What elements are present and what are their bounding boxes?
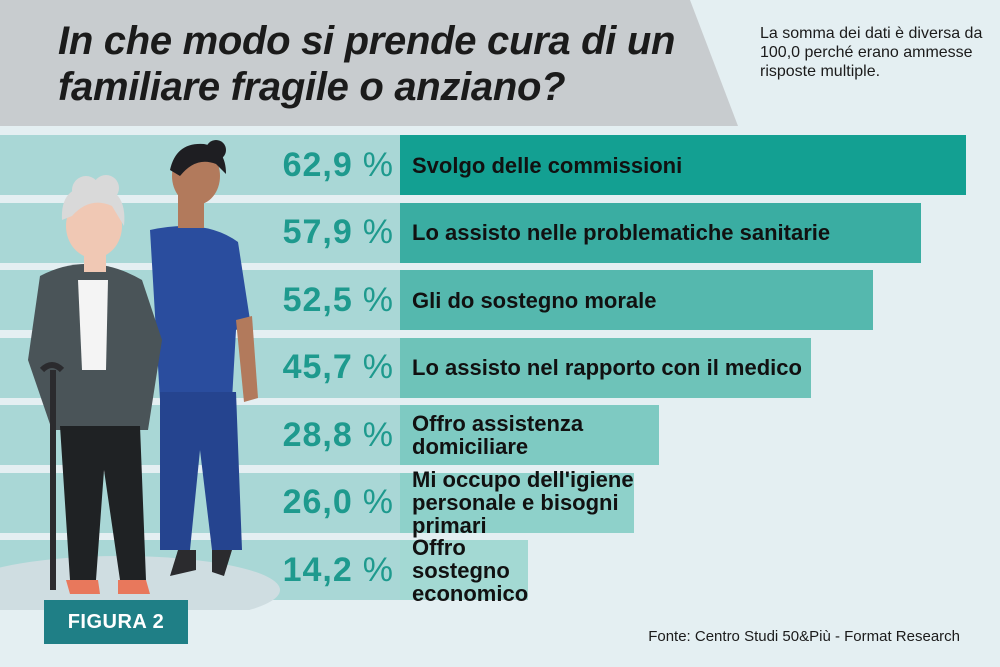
value-number: 14,2 bbox=[282, 550, 353, 589]
value-number: 57,9 bbox=[282, 213, 353, 251]
value-number: 52,5 bbox=[282, 280, 353, 319]
bar-category-label: Offro assistenza domiciliare bbox=[412, 411, 584, 459]
bar: Svolgo delle commissioni bbox=[400, 135, 966, 195]
title-band bbox=[0, 0, 738, 126]
bar-value-label: 52,5% bbox=[258, 270, 400, 330]
bar-value-label: 57,9% bbox=[258, 203, 400, 263]
chart-title: In che modo si prende cura di un familia… bbox=[58, 19, 676, 109]
nurse-figure bbox=[150, 140, 258, 576]
elderly-woman-figure bbox=[28, 175, 162, 594]
bar: Offro sostegno economico bbox=[400, 536, 528, 605]
bar-value-label: 45,7% bbox=[258, 338, 400, 398]
value-unit: % bbox=[362, 348, 394, 386]
bar-category-label: Svolgo delle commissioni bbox=[412, 152, 683, 178]
value-unit: % bbox=[362, 213, 394, 251]
value-unit: % bbox=[362, 550, 394, 589]
bar-category-label: Lo assisto nel rapporto con il medico bbox=[412, 355, 802, 380]
bar-value-label: 26,0% bbox=[258, 473, 400, 533]
bar-category-label: Gli do sostegno morale bbox=[412, 287, 657, 313]
value-unit: % bbox=[362, 415, 394, 454]
bar-category-label: Lo assisto nelle problematiche sanitarie bbox=[412, 220, 831, 245]
bar: Lo assisto nel rapporto con il medico bbox=[400, 337, 811, 398]
value-unit: % bbox=[362, 145, 394, 184]
value-number: 26,0 bbox=[282, 483, 353, 521]
bar-value-label: 62,9% bbox=[258, 135, 400, 195]
source-note: Fonte: Centro Studi 50&Più - Format Rese… bbox=[648, 628, 960, 645]
value-unit: % bbox=[362, 483, 394, 521]
caregiver-illustration bbox=[0, 140, 280, 610]
value-number: 45,7 bbox=[282, 348, 353, 386]
value-number: 62,9 bbox=[282, 145, 353, 184]
bar: Offro assistenza domiciliare bbox=[400, 405, 659, 465]
multiple-answers-note: La somma dei dati è diversa da 100,0 per… bbox=[760, 25, 983, 80]
value-unit: % bbox=[362, 280, 394, 319]
bar-value-label: 28,8% bbox=[258, 405, 400, 465]
bar: Mi occupo dell'igiene personale e bisogn… bbox=[400, 468, 634, 537]
bar: Gli do sostegno morale bbox=[400, 270, 873, 330]
bar-category-label: Offro sostegno economico bbox=[412, 534, 529, 606]
bar-value-label: 14,2% bbox=[258, 540, 400, 600]
bar-category-label: Mi occupo dell'igiene personale e bisogn… bbox=[412, 467, 634, 538]
bar: Lo assisto nelle problematiche sanitarie bbox=[400, 202, 921, 263]
value-number: 28,8 bbox=[282, 415, 353, 454]
figure-label: FIGURA 2 bbox=[44, 600, 188, 644]
